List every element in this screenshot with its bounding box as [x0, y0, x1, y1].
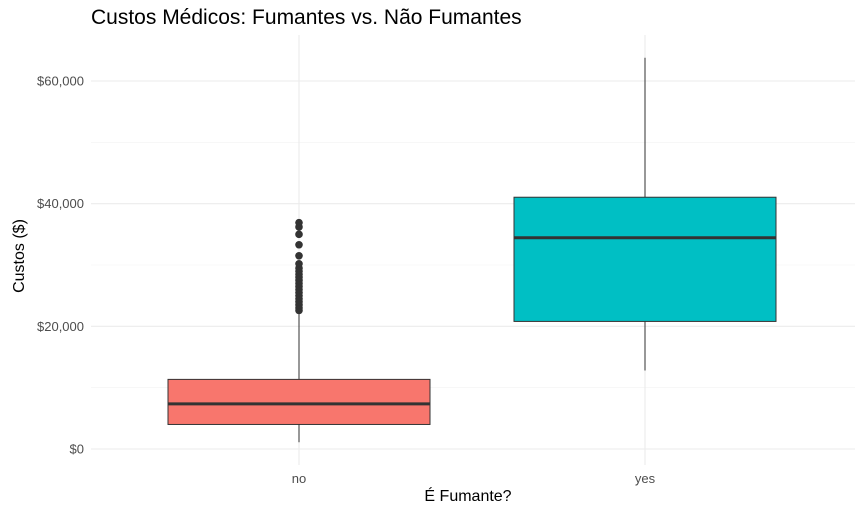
box-iqr — [513, 196, 777, 322]
y-tick-label: $40,000 — [37, 196, 84, 211]
y-axis-title: Custos ($) — [11, 219, 28, 293]
outlier-point — [295, 259, 303, 268]
chart-title: Custos Médicos: Fumantes vs. Não Fumante… — [91, 6, 522, 29]
y-tick-label: $20,000 — [37, 319, 84, 334]
x-tick-label: no — [292, 471, 306, 486]
outlier-point — [295, 218, 303, 227]
y-tick-labels: $0 $20,000 $40,000 $60,000 — [37, 74, 84, 457]
outlier-point — [295, 240, 303, 249]
boxes-layer — [167, 57, 777, 443]
box-no — [167, 218, 431, 443]
y-tick-label: $0 — [70, 442, 84, 457]
box-yes — [513, 57, 777, 371]
x-axis-title: É Fumante? — [424, 486, 511, 505]
outlier-point — [295, 252, 303, 260]
y-tick-label: $60,000 — [37, 74, 84, 89]
outlier-point — [295, 230, 303, 239]
x-tick-labels: no yes — [292, 471, 656, 486]
x-tick-label: yes — [635, 471, 656, 486]
box-iqr — [167, 378, 431, 425]
